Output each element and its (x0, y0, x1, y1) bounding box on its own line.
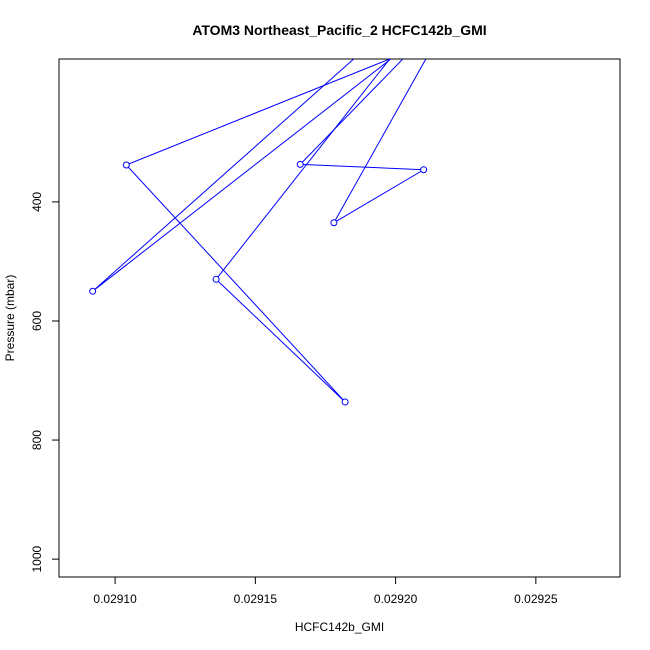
x-axis: 0.02910 0.02915 0.02920 0.02925 (93, 577, 558, 606)
data-point (420, 166, 428, 174)
y-axis-label: Pressure (mbar) (3, 275, 17, 362)
x-tick-label: 0.02910 (93, 592, 137, 606)
data-point (122, 161, 130, 169)
y-tick-label: 1000 (30, 545, 44, 572)
series-segment (333, 59, 427, 223)
y-axis: 400 600 800 1000 (30, 192, 59, 572)
y-tick-label: 400 (30, 192, 44, 212)
x-tick-label: 0.02915 (234, 592, 278, 606)
series-layer (89, 59, 428, 406)
series-segment (92, 59, 355, 292)
data-point (341, 398, 349, 406)
y-tick-label: 800 (30, 430, 44, 450)
series-segment (126, 59, 392, 166)
series-segment (125, 164, 346, 403)
series-segment (333, 169, 424, 224)
series-segment (300, 163, 424, 171)
series-segment (215, 59, 391, 280)
x-tick-label: 0.02925 (514, 592, 558, 606)
x-tick-label: 0.02920 (374, 592, 418, 606)
y-tick-label: 600 (30, 311, 44, 331)
x-axis-label: HCFC142b_GMI (295, 620, 384, 634)
series-segment (299, 59, 404, 165)
data-point (212, 275, 220, 283)
series-segment (92, 59, 392, 292)
series-segment (215, 278, 346, 403)
data-point (330, 219, 338, 227)
chart-title: ATOM3 Northeast_Pacific_2 HCFC142b_GMI (192, 22, 486, 38)
data-point (89, 287, 97, 295)
plot-frame (58, 58, 621, 578)
data-point (296, 160, 304, 168)
